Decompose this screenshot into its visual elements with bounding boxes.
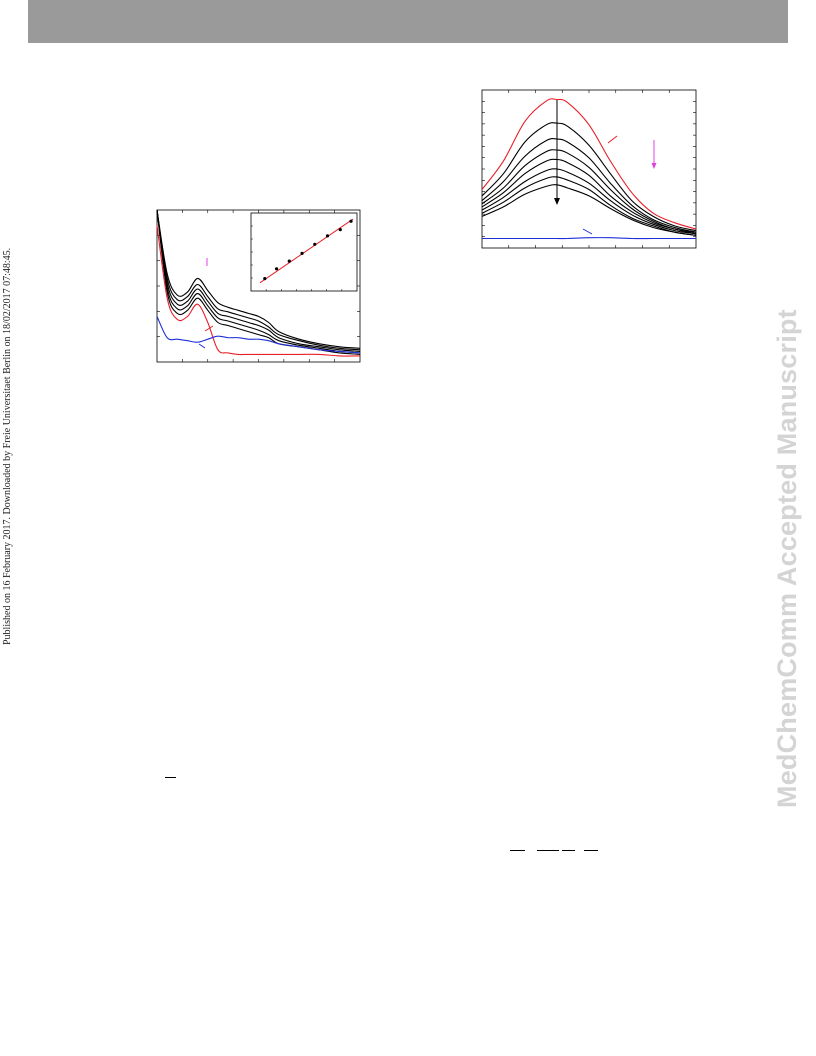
inset-point (287, 259, 291, 263)
equation-fraction-bar (562, 850, 575, 851)
series-line-black-5 (481, 168, 697, 235)
series-line-black-0 (156, 209, 361, 349)
inset-point (300, 251, 304, 255)
inset-fit-line (259, 218, 354, 284)
series-line-blue-8 (481, 237, 696, 240)
series-line-black-1 (481, 122, 697, 232)
red-arrow (607, 135, 618, 144)
series-line-black-6 (481, 176, 697, 236)
magenta-arrow-head (651, 163, 657, 169)
inset-point (313, 242, 317, 246)
series-line-black-1 (156, 209, 361, 351)
inset-point (274, 267, 279, 271)
down-arrow-head (554, 198, 560, 205)
series-line-red-0 (481, 98, 697, 230)
equation-fraction-bar (584, 850, 598, 851)
watermark-text: MedChemComm Accepted Manuscript (772, 309, 802, 808)
series-line-black-3 (481, 149, 697, 233)
inset-point (349, 219, 353, 223)
inset-point (325, 234, 330, 238)
series-line-black-2 (156, 209, 361, 352)
equation-fraction-bar (510, 850, 525, 851)
inset-point (263, 277, 267, 281)
red-arrow (204, 325, 214, 332)
blue-arrow (198, 343, 206, 349)
journal-header-bar (28, 0, 788, 43)
series-line-red-5 (156, 225, 361, 357)
emission-chart (481, 89, 697, 249)
inset-frame (250, 212, 358, 292)
series-line-blue-6 (156, 316, 361, 354)
absorption-chart (156, 209, 361, 363)
series-line-black-7 (481, 184, 697, 236)
series-line-black-4 (481, 158, 697, 235)
equation-fraction-bar (165, 777, 176, 778)
series-line-black-2 (481, 138, 697, 233)
inset-point (338, 228, 342, 232)
download-note-text: Published on 16 February 2017. Downloade… (2, 247, 13, 645)
blue-arrow (582, 228, 593, 235)
equation-fraction-bar (537, 850, 559, 851)
series-line-black-3 (156, 209, 361, 354)
